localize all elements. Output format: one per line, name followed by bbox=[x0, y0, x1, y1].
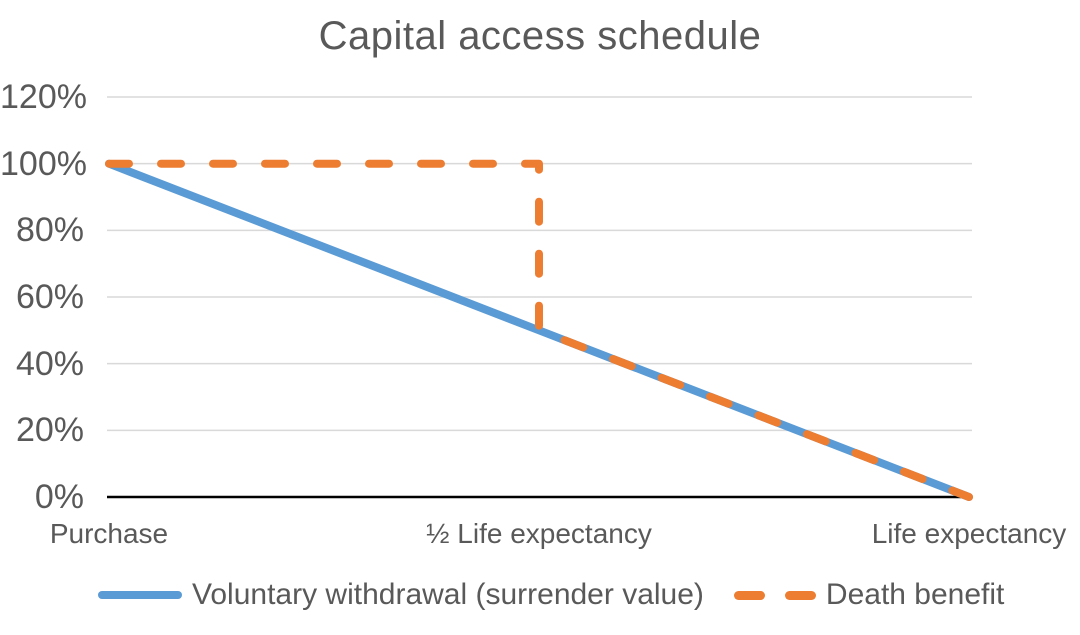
y-axis-tick-label: 20% bbox=[15, 411, 84, 450]
dashed-line-swatch-icon bbox=[733, 590, 816, 600]
y-axis-tick-label: 40% bbox=[15, 344, 84, 383]
y-axis-tick-label: 0% bbox=[34, 478, 84, 516]
x-axis-tick-label: Purchase bbox=[49, 518, 169, 549]
legend-item-death-benefit: Death benefit bbox=[733, 578, 1005, 612]
y-axis-tick-label: 100% bbox=[0, 144, 87, 183]
chart-title: Capital access schedule bbox=[318, 14, 762, 58]
solid-line-swatch-icon bbox=[98, 591, 182, 599]
dash-segment bbox=[733, 590, 765, 600]
legend-label: Voluntary withdrawal (surrender value) bbox=[192, 578, 704, 611]
x-axis-tick-label: Life expectancy bbox=[871, 518, 1067, 549]
series-line-death-benefit bbox=[105, 159, 973, 501]
dash-segment bbox=[784, 590, 816, 600]
y-axis-tick-label: 120% bbox=[0, 78, 87, 116]
y-axis-tick-label: 60% bbox=[15, 278, 84, 316]
legend: Voluntary withdrawal (surrender value) D… bbox=[98, 578, 1004, 612]
y-axis-tick-label: 80% bbox=[15, 211, 84, 250]
x-axis-tick-label: ½ Life expectancy bbox=[426, 518, 652, 549]
legend-item-voluntary-withdrawal: Voluntary withdrawal (surrender value) bbox=[98, 578, 704, 612]
legend-label: Death benefit bbox=[825, 578, 1005, 611]
